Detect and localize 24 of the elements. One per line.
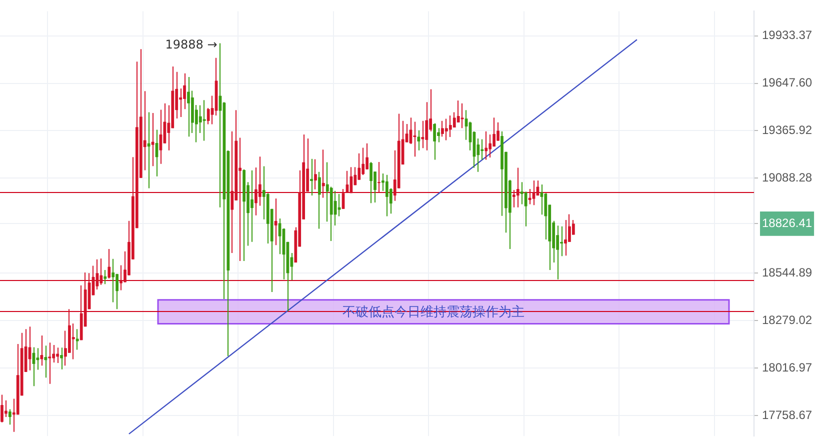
y-tick-label: 18544.89 [762,265,812,280]
y-tick-label: 19647.60 [762,76,812,90]
candlestick [76,329,79,350]
candlestick [48,342,52,384]
annotation: 19888 → [165,37,218,52]
candlestick [72,324,75,360]
candlestick [202,100,206,141]
candlestick [179,88,182,118]
candlestick [480,139,484,160]
candlestick [378,162,380,192]
y-tick-label: 19933.37 [762,28,812,42]
y-tick-label: 19088.28 [762,170,812,185]
y-tick-label: 17758.67 [762,408,812,422]
y-tick-label: 18279.02 [762,312,812,327]
candlestick [322,150,325,198]
candlestick [310,158,313,196]
candlestick [421,120,424,148]
candlestick [120,265,122,290]
candlestick [44,346,48,378]
y-tick-label: 19365.92 [762,123,812,138]
candlestick [560,226,563,256]
candlestick [238,138,242,261]
y-tick-label: 18016.97 [762,360,812,374]
y-tick-label: 18826.41 [762,216,812,230]
